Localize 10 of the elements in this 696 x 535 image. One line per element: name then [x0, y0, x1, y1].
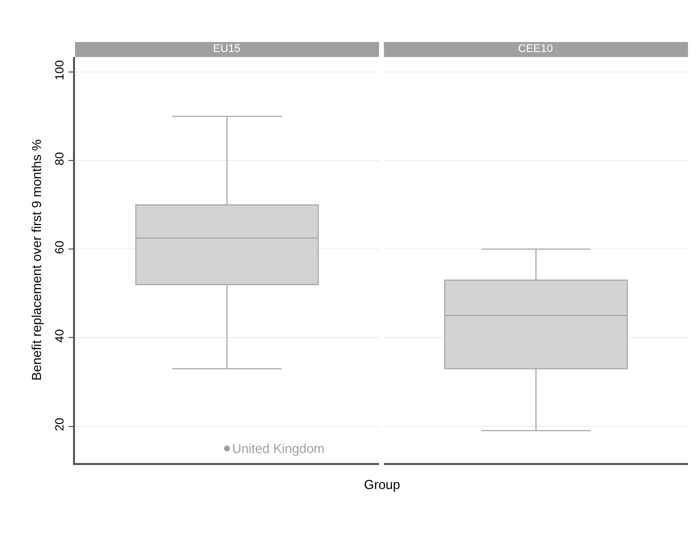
- y-tick-label: 40: [52, 328, 66, 343]
- y-tick-label: 100: [52, 60, 66, 80]
- y-tick-label: 20: [52, 417, 66, 432]
- x-tick-label: CEE10: [518, 43, 553, 55]
- y-tick-label: 80: [52, 152, 66, 166]
- x-tick-label: EU15: [213, 43, 241, 55]
- y-axis-title: Benefit replacement over first 9 months %: [28, 138, 44, 381]
- y-tick-label: 60: [52, 240, 66, 254]
- annotation: United Kingdom: [232, 441, 324, 456]
- x-axis-title: Group: [364, 477, 400, 492]
